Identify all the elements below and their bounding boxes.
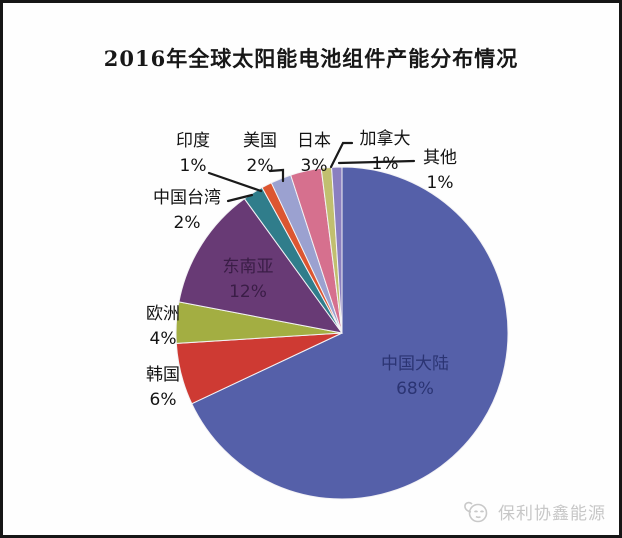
leader-lines-group — [207, 141, 416, 203]
pie-label-name: 美国 — [243, 131, 277, 151]
chart-title: 2016年全球太阳能电池组件产能分布情况 — [103, 46, 519, 71]
pie-label-europe: 欧洲 4% — [146, 302, 180, 352]
pie-label-name: 其他 — [423, 148, 457, 168]
watermark-text: 保利协鑫能源 — [498, 504, 606, 524]
pie-label-value: 1% — [179, 156, 207, 176]
pie-label-name: 印度 — [176, 131, 210, 151]
leader-line-india — [207, 171, 263, 193]
gcl-logo-icon — [464, 501, 488, 522]
pie-label-value: 1% — [371, 154, 399, 174]
pie-label-value: 1% — [426, 173, 454, 193]
pie-slice-3 — [178, 198, 344, 334]
pie-label-korea: 韩国 6% — [146, 363, 180, 413]
leader-line-other — [337, 159, 416, 165]
pie-label-name: 韩国 — [146, 365, 180, 385]
watermark: 保利协鑫能源 — [463, 499, 606, 524]
pie-label-name: 欧洲 — [146, 304, 180, 324]
pie-slices-group — [175, 166, 509, 500]
pie-label-name: 中国台湾 — [153, 188, 221, 208]
pie-label-value: 2% — [246, 156, 274, 176]
pie-label-value: 68% — [396, 379, 434, 399]
pie-label-usa: 美国 2% — [243, 129, 277, 179]
pie-label-value: 4% — [149, 329, 177, 349]
pie-label-name: 加拿大 — [359, 129, 411, 149]
pie-label-name: 日本 — [297, 131, 331, 151]
pie-label-name: 东南亚 — [222, 257, 274, 277]
pie-label-southeast-asia: 东南亚 12% — [223, 255, 274, 305]
pie-label-other: 其他 1% — [423, 146, 457, 196]
pie-label-value: 3% — [300, 156, 328, 176]
pie-label-value: 6% — [149, 390, 177, 410]
pie-label-value: 12% — [229, 282, 267, 302]
leader-line-canada — [329, 141, 354, 169]
pie-chart — [175, 141, 509, 500]
leader-line-usa — [268, 168, 285, 183]
pie-label-canada: 加拿大 1% — [360, 127, 411, 177]
pie-label-name: 中国大陆 — [381, 354, 449, 374]
pie-label-japan: 日本 3% — [297, 129, 331, 179]
pie-slice-0 — [191, 166, 509, 500]
pie-label-value: 2% — [173, 213, 201, 233]
pie-label-mainland-china: 中国大陆 68% — [381, 352, 449, 402]
leader-line-taiwan — [226, 193, 254, 203]
pie-label-india: 印度 1% — [176, 129, 210, 179]
pie-label-taiwan: 中国台湾 2% — [153, 186, 221, 236]
